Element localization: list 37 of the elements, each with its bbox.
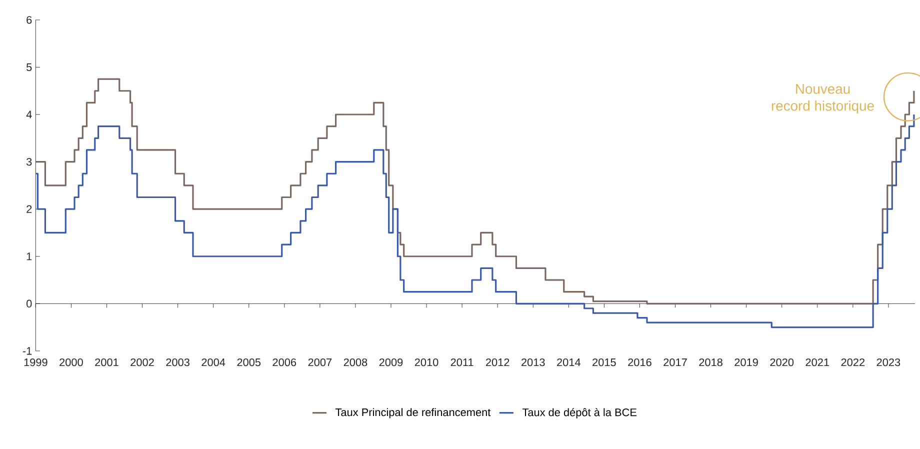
x-tick-label: 2017 — [664, 358, 687, 366]
x-tick-label: 2005 — [237, 358, 261, 366]
legend-label: Taux Principal de refinancement — [335, 408, 491, 418]
annotation: record historique — [772, 100, 874, 114]
x-tick-label: 2016 — [628, 358, 652, 366]
x-tick-label: 2000 — [60, 358, 83, 366]
x-tick-label: 2003 — [166, 358, 190, 366]
x-tick-label: 1999 — [24, 358, 48, 366]
x-tick-label: 2019 — [734, 358, 758, 366]
x-tick-label: 2004 — [202, 358, 226, 366]
x-tick-label: 2020 — [770, 358, 794, 366]
annotation: Nouveau — [796, 84, 850, 94]
y-tick-label: 5 — [26, 64, 32, 72]
x-tick-label: 2015 — [592, 358, 616, 366]
y-tick-label: 2 — [26, 205, 32, 214]
x-tick-label: 2023 — [876, 358, 900, 366]
x-tick-label: 2002 — [130, 358, 154, 366]
x-tick-label: 2010 — [414, 358, 438, 366]
y-tick-label: -1 — [22, 347, 32, 355]
x-tick-label: 2008 — [344, 358, 368, 366]
x-tick-label: 2012 — [486, 358, 510, 366]
y-tick-label: 1 — [26, 252, 32, 260]
y-tick-label: 3 — [26, 158, 32, 166]
y-tick-label: 0 — [26, 300, 32, 308]
y-tick-label: 6 — [26, 16, 32, 24]
x-tick-label: 2001 — [95, 358, 118, 366]
legend-label: Taux de dépôt à la BCE — [522, 408, 636, 419]
x-tick-label: 2009 — [379, 358, 403, 366]
x-tick-label: 2018 — [699, 358, 722, 366]
x-tick-label: 2014 — [557, 358, 580, 366]
x-tick-label: 2007 — [308, 358, 332, 366]
x-tick-label: 2021 — [806, 358, 829, 366]
x-tick-label: 2011 — [450, 358, 474, 366]
x-tick-label: 2006 — [272, 358, 296, 366]
x-tick-label: 2013 — [522, 358, 545, 366]
y-tick-label: 4 — [26, 110, 32, 118]
x-tick-label: 2022 — [841, 358, 865, 366]
